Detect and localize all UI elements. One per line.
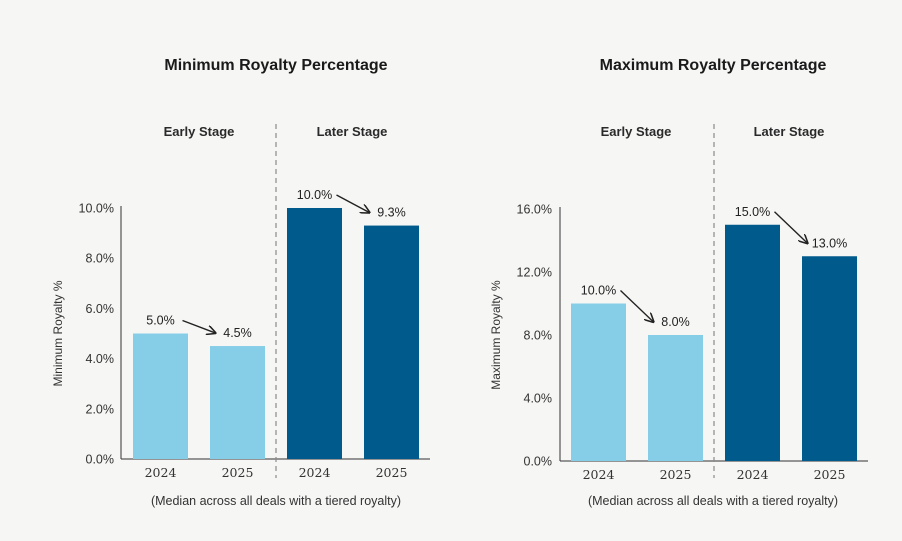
bar-early-stage-2025	[648, 335, 703, 461]
y-tick-label: 16.0%	[517, 203, 552, 217]
x-tick-label: 2025	[814, 467, 846, 482]
bar-value-label: 15.0%	[735, 205, 770, 219]
x-tick-label: 2025	[376, 465, 408, 480]
chart-panel-maximum: Maximum Royalty Percentage Maximum Royalt…	[489, 57, 868, 508]
y-tick-label: 8.0%	[86, 252, 115, 266]
bar-value-label: 10.0%	[297, 188, 332, 202]
y-tick-label: 10.0%	[79, 202, 114, 216]
y-tick-label: 2.0%	[86, 402, 115, 416]
trend-arrow	[774, 211, 808, 244]
y-tick-label: 4.0%	[524, 392, 553, 406]
y-tick-label: 0.0%	[86, 453, 115, 467]
bar-later-stage-2025	[802, 256, 857, 461]
y-tick-label: 6.0%	[86, 302, 115, 316]
bar-value-label: 9.3%	[377, 206, 406, 220]
y-axis-title: Minimum Royalty %	[51, 280, 65, 386]
x-tick-label: 2025	[222, 465, 254, 480]
bar-value-label: 8.0%	[661, 315, 690, 329]
y-tick-label: 4.0%	[86, 352, 115, 366]
bar-value-label: 4.5%	[223, 326, 252, 340]
bar-later-stage-2024	[287, 208, 342, 459]
bar-value-label: 13.0%	[812, 236, 847, 250]
chart-panel-minimum: Minimum Royalty Percentage Minimum Royalt…	[51, 57, 430, 508]
y-axis-title: Maximum Royalty %	[489, 280, 503, 390]
trend-arrow	[182, 319, 216, 334]
bar-early-stage-2024	[133, 333, 188, 459]
x-tick-label: 2024	[299, 465, 331, 480]
chart-footnote: (Median across all deals with a tiered r…	[151, 494, 401, 508]
bar-later-stage-2025	[364, 225, 419, 459]
bar-value-label: 5.0%	[146, 314, 175, 328]
trend-arrow	[620, 289, 654, 323]
y-tick-label: 0.0%	[524, 455, 553, 469]
trend-arrow	[336, 194, 370, 213]
chart-title: Minimum Royalty Percentage	[164, 57, 387, 74]
bar-early-stage-2025	[210, 346, 265, 459]
y-tick-label: 12.0%	[517, 266, 552, 280]
chart-title: Maximum Royalty Percentage	[600, 57, 827, 74]
chart-footnote: (Median across all deals with a tiered r…	[588, 494, 838, 508]
stage-label: Later Stage	[754, 124, 825, 139]
x-tick-label: 2024	[737, 467, 769, 482]
x-tick-label: 2024	[583, 467, 615, 482]
bar-early-stage-2024	[571, 303, 626, 461]
stage-label: Early Stage	[164, 124, 235, 139]
x-tick-label: 2024	[145, 465, 177, 480]
y-tick-label: 8.0%	[524, 329, 553, 343]
bar-value-label: 10.0%	[581, 284, 616, 298]
stage-label: Early Stage	[601, 124, 672, 139]
x-tick-label: 2025	[660, 467, 692, 482]
bar-later-stage-2024	[725, 224, 780, 461]
stage-label: Later Stage	[317, 124, 388, 139]
